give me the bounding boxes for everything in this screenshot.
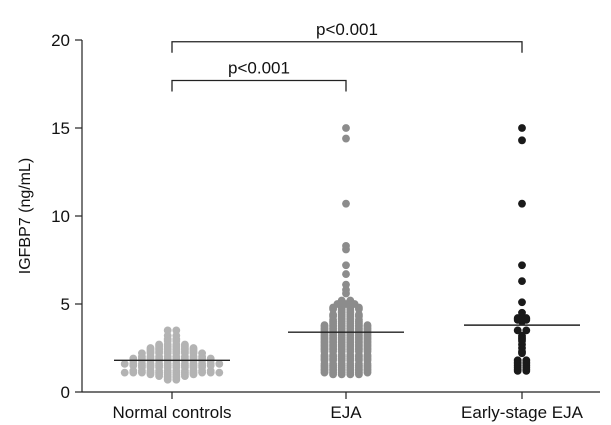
data-point: [163, 375, 172, 384]
data-point: [329, 370, 337, 379]
x-tick-label: EJA: [330, 403, 362, 422]
data-point: [189, 370, 198, 379]
data-point: [355, 370, 363, 379]
x-tick-label: Early-stage EJA: [461, 403, 584, 422]
data-point: [342, 124, 350, 132]
data-point: [522, 326, 531, 335]
y-tick-label: 15: [51, 119, 70, 138]
data-point: [518, 136, 526, 145]
data-point: [518, 298, 526, 307]
data-point: [513, 326, 522, 335]
data-point: [518, 124, 526, 132]
data-point: [342, 245, 350, 254]
data-point: [120, 359, 129, 368]
data-point: [518, 199, 526, 208]
data-point: [172, 375, 181, 384]
median-lines: [114, 324, 580, 362]
data-point: [342, 199, 350, 208]
data-point: [206, 368, 215, 377]
significance-annotations: p<0.001 p<0.001: [171, 20, 523, 92]
data-point: [155, 372, 164, 381]
data-point: [522, 366, 531, 375]
data-point: [363, 368, 372, 377]
data-point: [346, 370, 355, 379]
p-value-label: p<0.001: [316, 20, 378, 39]
data-point: [342, 134, 350, 143]
y-ticks: 0 5 10 15 20: [51, 31, 82, 402]
data-point: [337, 370, 346, 379]
data-point: [198, 368, 207, 377]
data-point: [146, 370, 155, 379]
data-point: [320, 368, 329, 377]
data-point: [215, 359, 224, 368]
data-point: [120, 368, 129, 377]
data-point: [342, 261, 350, 270]
x-ticks: Normal controls EJA Early-stage EJA: [112, 392, 584, 422]
significance-bracket: [171, 79, 347, 92]
data-points: [120, 124, 531, 384]
data-point: [518, 317, 526, 326]
y-tick-label: 5: [61, 295, 70, 314]
data-point: [181, 372, 189, 381]
data-point: [342, 270, 350, 278]
data-point: [518, 277, 526, 286]
data-point: [138, 368, 146, 377]
data-point: [342, 289, 350, 298]
y-axis-title: IGFBP7 (ng/mL): [17, 158, 34, 274]
y-tick-label: 10: [51, 207, 70, 226]
significance-bracket: [171, 41, 523, 53]
data-point: [513, 366, 522, 375]
p-value-label: p<0.001: [228, 58, 290, 77]
data-point: [518, 349, 526, 358]
data-point: [518, 261, 526, 270]
x-tick-label: Normal controls: [112, 403, 231, 422]
data-point: [129, 368, 138, 377]
y-tick-label: 20: [51, 31, 70, 50]
y-tick-label: 0: [61, 383, 70, 402]
data-point: [215, 368, 224, 377]
